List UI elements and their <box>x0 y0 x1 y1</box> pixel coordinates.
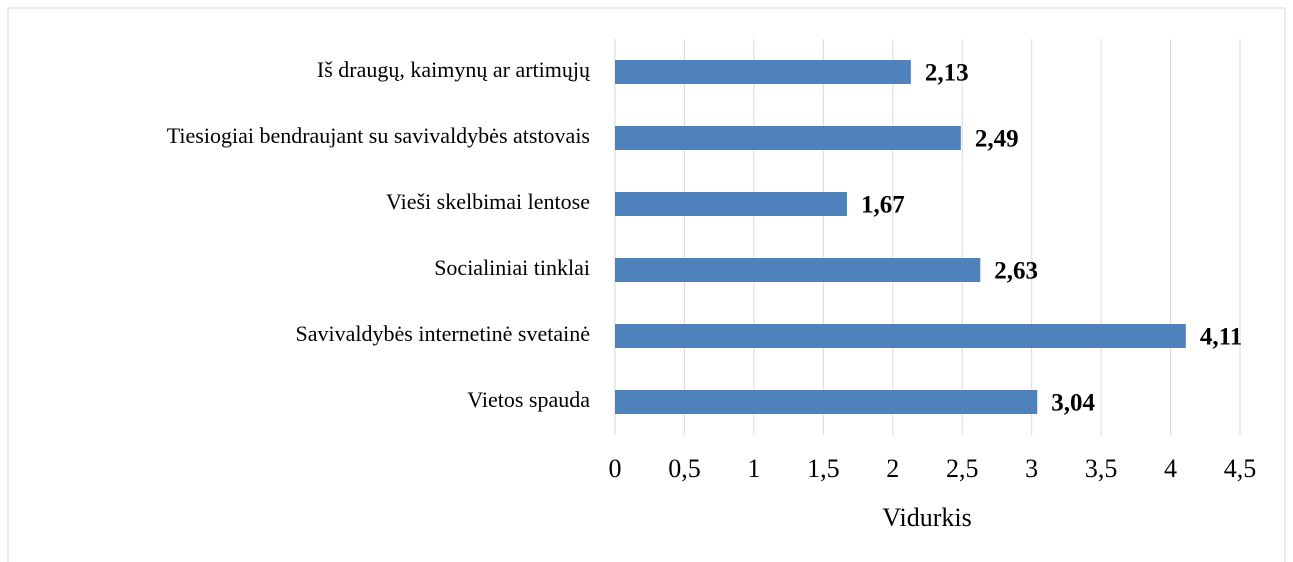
y-tick-label: Socialiniai tinklai <box>434 255 590 280</box>
x-tick-label: 3,5 <box>1085 454 1118 483</box>
bar <box>615 324 1186 348</box>
y-tick-label: Savivaldybės internetinė svetainė <box>296 321 590 346</box>
y-tick-label: Iš draugų, kaimynų ar artimųjų <box>317 57 591 82</box>
bar <box>615 126 961 150</box>
x-tick-label: 4 <box>1164 454 1177 483</box>
x-axis-label: Vidurkis <box>882 503 971 532</box>
x-tick-label: 0 <box>609 454 622 483</box>
chart-border <box>7 7 1286 562</box>
value-label: 4,11 <box>1200 324 1242 351</box>
y-tick-label: Tiesiogiai bendraujant su savivaldybės a… <box>167 123 590 148</box>
bar <box>615 60 911 84</box>
x-tick-label: 2 <box>886 454 899 483</box>
y-tick-label: Vietos spauda <box>467 387 590 412</box>
value-label: 1,67 <box>861 192 905 219</box>
x-tick-label: 4,5 <box>1224 454 1257 483</box>
bar <box>615 390 1038 414</box>
y-tick-label: Vieši skelbimai lentose <box>386 189 590 214</box>
value-label: 3,04 <box>1051 390 1095 417</box>
bar <box>615 192 847 216</box>
bar <box>615 258 981 282</box>
value-label: 2,63 <box>994 258 1038 285</box>
x-tick-label: 3 <box>1025 454 1038 483</box>
value-label: 2,13 <box>925 60 969 87</box>
x-tick-label: 0,5 <box>668 454 701 483</box>
x-tick-label: 1 <box>747 454 760 483</box>
value-label: 2,49 <box>975 126 1019 153</box>
x-tick-label: 1,5 <box>807 454 840 483</box>
x-tick-label: 2,5 <box>946 454 979 483</box>
